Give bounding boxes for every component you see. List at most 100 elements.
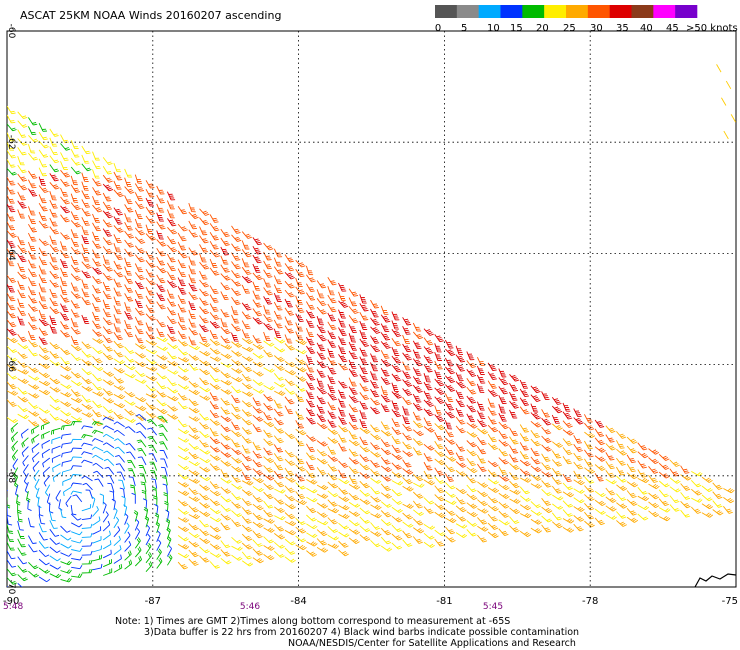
wind-barb — [156, 399, 167, 407]
wind-barb — [658, 453, 670, 461]
wind-barb — [156, 274, 166, 284]
wind-barb — [273, 470, 284, 479]
wind-barb — [38, 149, 49, 158]
wind-barb — [306, 470, 316, 479]
wind-barb — [573, 488, 585, 494]
wind-barb — [167, 395, 179, 402]
wind-barb — [124, 213, 132, 223]
wind-barb — [402, 343, 412, 353]
wind-barb — [166, 191, 176, 201]
wind-barb — [81, 270, 92, 279]
wind-barb — [113, 189, 124, 198]
wind-barb — [70, 255, 79, 265]
wind-barb — [658, 498, 669, 507]
wind-barb — [188, 460, 200, 467]
wind-barb — [306, 550, 317, 557]
wind-barb — [103, 568, 113, 576]
wind-barb — [327, 312, 336, 322]
wind-barb — [284, 360, 296, 368]
wind-barb — [81, 341, 92, 349]
wind-barb — [17, 200, 27, 209]
wind-barb — [541, 426, 552, 435]
wind-barbs — [7, 64, 736, 587]
wind-barb — [156, 212, 164, 222]
wind-barb — [81, 368, 93, 376]
wind-barb — [231, 341, 243, 348]
wind-barb — [231, 252, 241, 261]
wind-barb — [402, 441, 413, 450]
wind-barb — [402, 503, 414, 509]
wind-barb — [252, 299, 262, 308]
wind-barb — [113, 278, 122, 288]
wind-barb — [669, 468, 680, 477]
wind-barb — [295, 357, 306, 365]
wind-barb — [28, 339, 39, 348]
wind-barb — [70, 175, 78, 186]
wind-barb — [167, 262, 176, 272]
wind-barb — [188, 345, 200, 351]
wind-barb — [263, 527, 275, 533]
x-tick-label: -78 — [582, 596, 598, 607]
wind-barb — [27, 259, 37, 269]
wind-barb — [241, 551, 252, 560]
wind-barb — [306, 443, 315, 453]
wind-barb — [305, 390, 315, 400]
wind-barb — [616, 466, 625, 476]
legend-swatch — [675, 5, 698, 18]
time-labels: 5:48 5:46 5:45 — [3, 602, 503, 612]
wind-barb — [188, 389, 200, 395]
wind-barb — [263, 509, 274, 518]
wind-barb — [725, 80, 732, 90]
wind-barb — [177, 383, 190, 390]
wind-barb — [156, 390, 167, 398]
wind-barb — [102, 308, 112, 318]
wind-barb — [102, 442, 115, 449]
wind-barb — [134, 183, 144, 192]
wind-barb — [38, 514, 46, 525]
wind-barb — [17, 244, 27, 253]
wind-barb — [99, 493, 104, 505]
wind-barb — [562, 420, 573, 428]
wind-barb — [124, 531, 131, 543]
wind-barb — [723, 497, 735, 504]
wind-barb — [27, 330, 36, 340]
wind-barb — [241, 498, 252, 506]
wind-barb — [412, 491, 424, 499]
wind-barb — [220, 237, 230, 246]
wind-barb — [487, 389, 498, 397]
wind-barb — [167, 298, 176, 307]
wind-barb — [81, 541, 93, 547]
wind-barb — [7, 363, 18, 371]
wind-barb — [306, 283, 315, 292]
wind-barb — [28, 295, 38, 304]
wind-barb — [498, 475, 510, 482]
wind-barb — [220, 549, 231, 557]
wind-barb — [412, 322, 422, 332]
wind-barb — [541, 497, 552, 506]
wind-barb — [49, 404, 61, 411]
wind-barb — [177, 543, 190, 550]
wind-barb — [113, 411, 124, 420]
wind-barb — [60, 392, 72, 398]
wind-barb — [220, 495, 232, 503]
wind-barb — [220, 353, 232, 359]
wind-barb — [434, 494, 445, 502]
wind-barb — [680, 465, 690, 474]
wind-barb — [156, 221, 166, 230]
wind-barb — [103, 559, 112, 568]
wind-barb — [509, 374, 520, 382]
wind-barb — [70, 353, 82, 361]
wind-barb — [166, 536, 172, 548]
wind-barb — [145, 295, 155, 305]
wind-barb — [723, 130, 729, 140]
wind-barb — [648, 492, 660, 500]
wind-barb — [551, 450, 562, 459]
legend-label: 40 — [640, 23, 653, 34]
wind-barb — [434, 378, 445, 387]
wind-barb — [231, 421, 241, 430]
wind-barb — [370, 326, 381, 334]
wind-barb — [209, 232, 219, 241]
wind-barb — [188, 558, 199, 566]
wind-barb — [434, 414, 445, 422]
wind-barb — [316, 547, 329, 553]
